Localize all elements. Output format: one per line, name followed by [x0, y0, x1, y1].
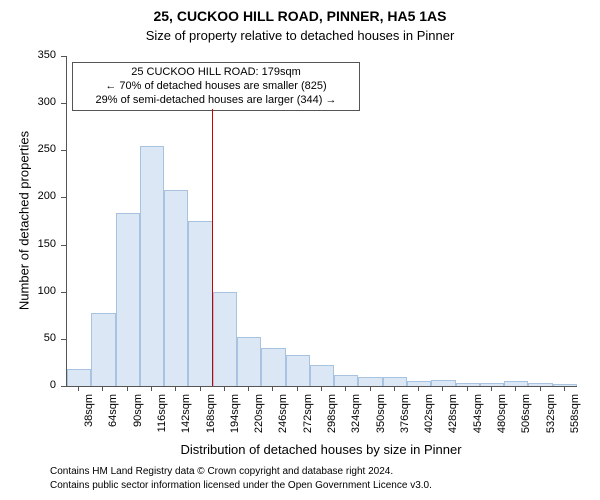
- bar: [286, 355, 310, 386]
- xtick-mark: [175, 386, 176, 391]
- chart-container: { "chart": { "type": "histogram", "title…: [0, 0, 600, 500]
- bar: [116, 213, 140, 386]
- xtick-label: 558sqm: [569, 394, 581, 444]
- xtick-mark: [467, 386, 468, 391]
- bar: [140, 146, 164, 386]
- xtick-label: 532sqm: [545, 394, 557, 444]
- ytick-label: 250: [26, 143, 56, 155]
- ytick-label: 0: [26, 379, 56, 391]
- bar: [407, 381, 431, 386]
- xtick-mark: [297, 386, 298, 391]
- xtick-label: 142sqm: [180, 394, 192, 444]
- xtick-mark: [78, 386, 79, 391]
- xtick-label: 298sqm: [326, 394, 338, 444]
- ytick-label: 100: [26, 285, 56, 297]
- xtick-mark: [151, 386, 152, 391]
- xtick-label: 246sqm: [277, 394, 289, 444]
- xtick-label: 454sqm: [472, 394, 484, 444]
- ytick-mark: [61, 386, 66, 387]
- footer-line1: Contains HM Land Registry data © Crown c…: [50, 466, 393, 477]
- annotation-line3: 29% of semi-detached houses are larger (…: [77, 94, 355, 108]
- xtick-mark: [564, 386, 565, 391]
- xtick-label: 64sqm: [107, 394, 119, 444]
- xtick-mark: [272, 386, 273, 391]
- xtick-label: 350sqm: [375, 394, 387, 444]
- xtick-label: 272sqm: [302, 394, 314, 444]
- bar: [431, 380, 455, 386]
- chart-title: 25, CUCKOO HILL ROAD, PINNER, HA5 1AS: [0, 8, 600, 24]
- bar: [188, 221, 212, 386]
- bar: [67, 369, 91, 386]
- xtick-label: 376sqm: [399, 394, 411, 444]
- ytick-mark: [61, 197, 66, 198]
- xtick-label: 324sqm: [350, 394, 362, 444]
- bar: [504, 381, 528, 386]
- ytick-mark: [61, 56, 66, 57]
- bar: [261, 348, 285, 386]
- xtick-label: 90sqm: [132, 394, 144, 444]
- ytick-label: 150: [26, 238, 56, 250]
- bar: [310, 365, 334, 386]
- xtick-label: 220sqm: [253, 394, 265, 444]
- ytick-label: 300: [26, 96, 56, 108]
- xtick-mark: [200, 386, 201, 391]
- bar: [456, 383, 480, 386]
- ytick-mark: [61, 150, 66, 151]
- xtick-label: 506sqm: [520, 394, 532, 444]
- xtick-label: 116sqm: [156, 394, 168, 444]
- bar: [553, 384, 577, 386]
- xtick-label: 402sqm: [423, 394, 435, 444]
- annotation-box: 25 CUCKOO HILL ROAD: 179sqm ← 70% of det…: [72, 62, 360, 111]
- x-axis-label: Distribution of detached houses by size …: [66, 442, 576, 457]
- chart-subtitle: Size of property relative to detached ho…: [0, 28, 600, 43]
- xtick-mark: [540, 386, 541, 391]
- ytick-label: 50: [26, 332, 56, 344]
- xtick-mark: [321, 386, 322, 391]
- bar: [334, 375, 358, 386]
- ytick-label: 200: [26, 190, 56, 202]
- xtick-mark: [127, 386, 128, 391]
- footer-line2: Contains public sector information licen…: [50, 480, 432, 491]
- xtick-mark: [491, 386, 492, 391]
- bar: [237, 337, 261, 386]
- xtick-mark: [442, 386, 443, 391]
- ytick-mark: [61, 292, 66, 293]
- xtick-mark: [248, 386, 249, 391]
- bar: [383, 377, 407, 386]
- annotation-line1: 25 CUCKOO HILL ROAD: 179sqm: [77, 66, 355, 80]
- bar: [91, 313, 115, 386]
- ytick-mark: [61, 245, 66, 246]
- ytick-label: 350: [26, 49, 56, 61]
- marker-line: [212, 109, 213, 386]
- xtick-mark: [345, 386, 346, 391]
- bar: [358, 377, 382, 386]
- xtick-label: 38sqm: [83, 394, 95, 444]
- bar: [528, 383, 552, 386]
- xtick-mark: [394, 386, 395, 391]
- xtick-label: 194sqm: [229, 394, 241, 444]
- xtick-label: 480sqm: [496, 394, 508, 444]
- xtick-mark: [370, 386, 371, 391]
- ytick-mark: [61, 339, 66, 340]
- bar: [164, 190, 188, 386]
- annotation-line2: ← 70% of detached houses are smaller (82…: [77, 80, 355, 94]
- bar: [213, 292, 237, 386]
- ytick-mark: [61, 103, 66, 104]
- xtick-mark: [418, 386, 419, 391]
- xtick-mark: [102, 386, 103, 391]
- xtick-mark: [515, 386, 516, 391]
- xtick-label: 168sqm: [205, 394, 217, 444]
- xtick-mark: [224, 386, 225, 391]
- xtick-label: 428sqm: [447, 394, 459, 444]
